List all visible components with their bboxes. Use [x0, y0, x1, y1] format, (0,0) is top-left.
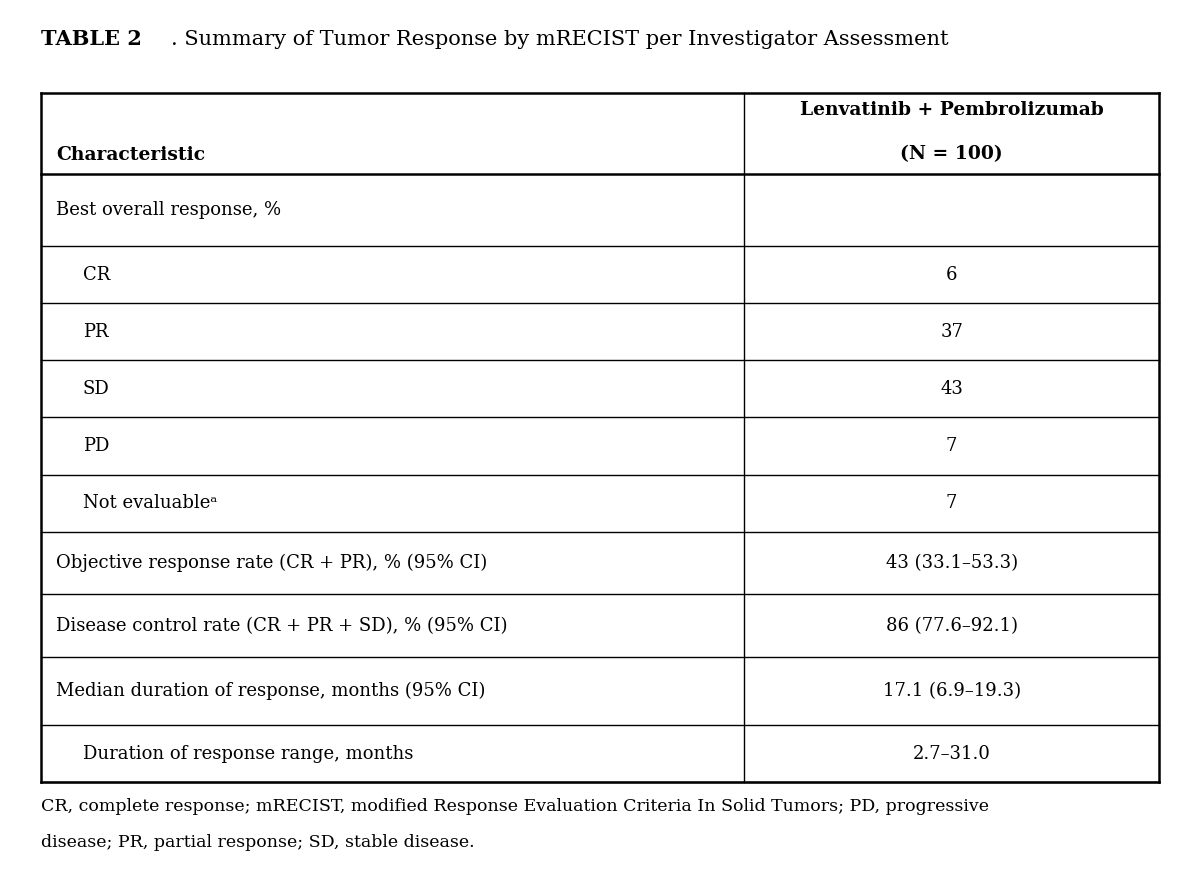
- Text: Best overall response, %: Best overall response, %: [56, 201, 282, 219]
- Text: 43: 43: [940, 380, 964, 398]
- Text: 7: 7: [946, 437, 958, 455]
- Text: 7: 7: [946, 494, 958, 512]
- Text: CR: CR: [83, 265, 110, 284]
- Text: Median duration of response, months (95% CI): Median duration of response, months (95%…: [56, 682, 486, 700]
- Text: Duration of response range, months: Duration of response range, months: [83, 745, 413, 763]
- Text: SD: SD: [83, 380, 109, 398]
- Text: (N = 100): (N = 100): [900, 145, 1003, 164]
- Text: 2.7–31.0: 2.7–31.0: [913, 745, 990, 763]
- Text: PD: PD: [83, 437, 109, 455]
- Text: . Summary of Tumor Response by mRECIST per Investigator Assessment: . Summary of Tumor Response by mRECIST p…: [170, 30, 948, 49]
- Text: Disease control rate (CR + PR + SD), % (95% CI): Disease control rate (CR + PR + SD), % (…: [56, 617, 508, 635]
- Text: 6: 6: [946, 265, 958, 284]
- Text: 86 (77.6–92.1): 86 (77.6–92.1): [886, 617, 1018, 635]
- Text: 17.1 (6.9–19.3): 17.1 (6.9–19.3): [882, 682, 1021, 700]
- Text: TABLE 2: TABLE 2: [41, 28, 142, 49]
- Text: Characteristic: Characteristic: [56, 146, 205, 164]
- Text: 43 (33.1–53.3): 43 (33.1–53.3): [886, 554, 1018, 572]
- Text: CR, complete response; mRECIST, modified Response Evaluation Criteria In Solid T: CR, complete response; mRECIST, modified…: [41, 798, 989, 815]
- Text: disease; PR, partial response; SD, stable disease.: disease; PR, partial response; SD, stabl…: [41, 834, 474, 850]
- Text: Lenvatinib + Pembrolizumab: Lenvatinib + Pembrolizumab: [799, 101, 1104, 118]
- Text: 37: 37: [940, 323, 964, 340]
- Text: Not evaluableᵃ: Not evaluableᵃ: [83, 494, 217, 512]
- Text: PR: PR: [83, 323, 108, 340]
- Text: Objective response rate (CR + PR), % (95% CI): Objective response rate (CR + PR), % (95…: [56, 554, 487, 572]
